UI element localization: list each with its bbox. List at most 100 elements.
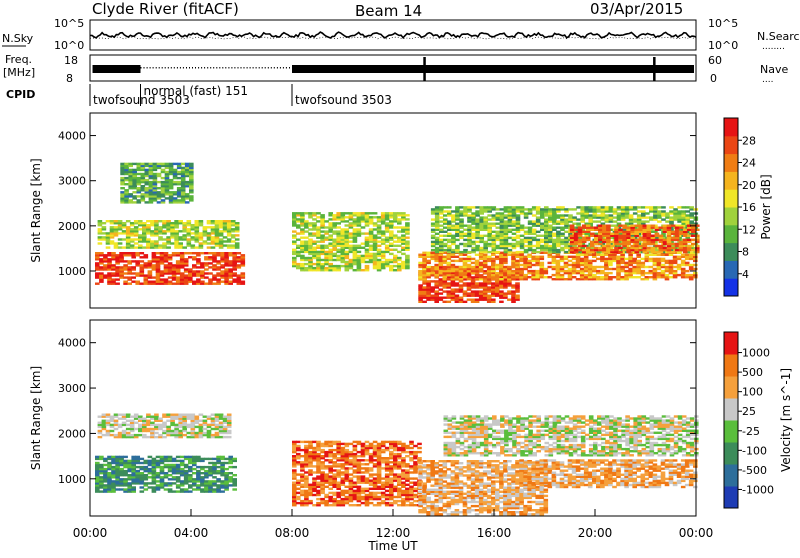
echo-cell: [532, 223, 537, 225]
echo-cell: [156, 480, 161, 482]
echo-cell: [459, 278, 464, 280]
echo-cell: [389, 245, 394, 247]
echo-cell: [292, 498, 297, 500]
echo-cell: [170, 226, 175, 228]
echo-cell: [130, 434, 135, 436]
echo-cell: [120, 183, 125, 185]
echo-cell: [153, 189, 158, 191]
echo-cell: [123, 456, 128, 458]
echo-cell: [582, 225, 587, 227]
echo-cell: [215, 424, 220, 426]
echo-cell: [158, 420, 163, 422]
echo-cell: [160, 476, 165, 478]
echo-cell: [365, 245, 370, 247]
echo-cell: [203, 416, 208, 418]
echo-cell: [188, 484, 193, 486]
echo-cell: [164, 254, 169, 256]
echo-cell: [224, 252, 229, 254]
echo-cell: [455, 266, 460, 268]
echo-cell: [443, 223, 448, 225]
echo-cell: [174, 230, 179, 232]
echo-cell: [164, 252, 169, 254]
echo-cell: [200, 458, 205, 460]
echo-cell: [172, 264, 177, 266]
echo-cell: [499, 282, 504, 284]
echo-cell: [184, 258, 189, 260]
echo-cell: [451, 210, 456, 212]
echo-cell: [491, 264, 496, 266]
echo-cell: [645, 276, 650, 278]
echo-cell: [232, 274, 237, 276]
echo-cell: [173, 163, 178, 165]
echo-cell: [426, 252, 431, 254]
echo-cell: [120, 163, 125, 165]
freq-panel: Freq. [MHz] 18 8 60 0 Nave ....: [3, 53, 788, 85]
echo-cell: [176, 480, 181, 482]
echo-cell: [564, 218, 569, 220]
echo-cell: [120, 187, 125, 189]
echo-cell: [232, 458, 237, 460]
echo-cell: [459, 258, 464, 260]
echo-cell: [95, 274, 100, 276]
echo-cell: [292, 441, 297, 443]
echo-cell: [300, 461, 305, 463]
echo-cell: [434, 290, 439, 292]
echo-cell: [184, 472, 189, 474]
echo-cell: [106, 238, 111, 240]
echo-cell: [598, 249, 603, 251]
echo-cell: [649, 266, 654, 268]
echo-cell: [165, 163, 170, 165]
echo-cell: [111, 274, 116, 276]
echo-cell: [600, 266, 605, 268]
echo-cell: [154, 424, 159, 426]
echo-cell: [447, 229, 452, 231]
echo-cell: [584, 274, 589, 276]
echo-cell: [168, 456, 173, 458]
echo-cell: [312, 269, 317, 271]
echo-cell: [570, 249, 575, 251]
freq-dot: [262, 67, 263, 69]
echo-cell: [292, 482, 297, 484]
echo-cell: [592, 276, 597, 278]
echo-cell: [443, 290, 448, 292]
echo-cell: [180, 252, 185, 254]
echo-cell: [140, 260, 145, 262]
echo-cell: [540, 262, 545, 264]
echo-cell: [237, 274, 242, 276]
echo-cell: [645, 258, 650, 260]
echo-cell: [492, 216, 497, 218]
echo-cell: [165, 189, 170, 191]
echo-cell: [524, 216, 529, 218]
echo-cell: [138, 238, 143, 240]
echo-cell: [336, 257, 341, 259]
echo-cell: [292, 469, 297, 471]
echo-cell: [241, 274, 246, 276]
echo-cell: [560, 206, 565, 208]
echo-cell: [580, 264, 585, 266]
echo-cell: [628, 270, 633, 272]
echo-cell: [357, 257, 362, 259]
echo-cell: [232, 281, 237, 283]
echo-cell: [296, 441, 301, 443]
echo-cell: [475, 299, 480, 301]
echo-cell: [212, 466, 217, 468]
echo-cell: [148, 468, 153, 470]
echo-cell: [463, 282, 468, 284]
echo-cell: [495, 256, 500, 258]
echo-cell: [308, 232, 313, 234]
echo-cell: [172, 254, 177, 256]
freq-dot: [201, 67, 202, 69]
echo-cell: [199, 434, 204, 436]
echo-cell: [161, 195, 166, 197]
echo-cell: [173, 177, 178, 179]
beam-title: Beam 14: [355, 2, 422, 20]
echo-cell: [219, 428, 224, 430]
echo-cell: [131, 456, 136, 458]
echo-cell: [496, 251, 501, 253]
echo-cell: [332, 224, 337, 226]
echo-cell: [689, 206, 694, 208]
echo-cell: [153, 163, 158, 165]
echo-cell: [231, 244, 236, 246]
echo-cell: [584, 216, 589, 218]
echo-cell: [336, 249, 341, 251]
